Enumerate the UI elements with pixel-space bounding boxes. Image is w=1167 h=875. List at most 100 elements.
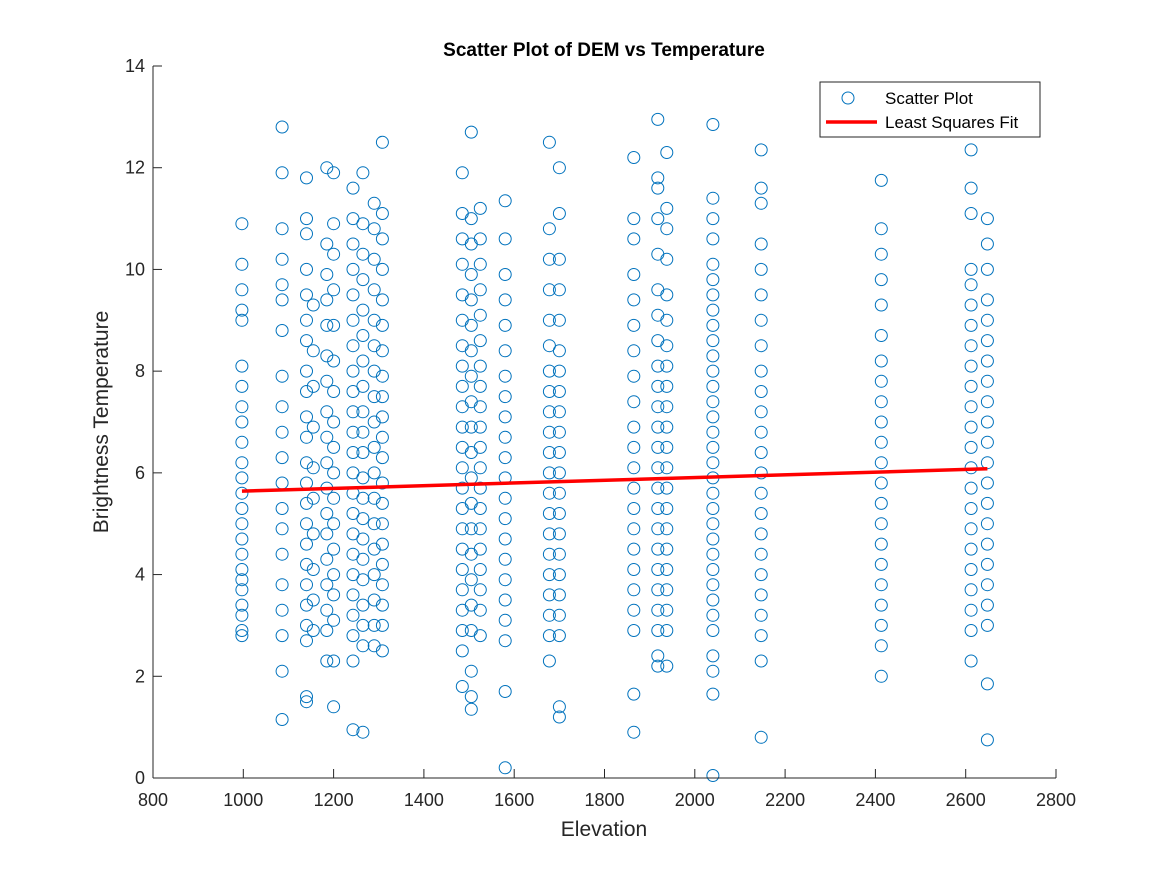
data-point — [706, 273, 720, 287]
data-point — [275, 664, 289, 678]
data-point — [455, 522, 469, 536]
data-point — [327, 517, 341, 531]
data-point — [660, 624, 674, 637]
data-point — [327, 217, 341, 231]
data-point — [375, 598, 389, 612]
data-point — [356, 725, 370, 739]
data-point — [627, 687, 641, 701]
data-point — [346, 405, 360, 419]
data-point — [874, 374, 888, 388]
data-point — [498, 685, 512, 698]
data-point — [542, 629, 556, 643]
data-point — [275, 324, 289, 337]
data-point — [275, 222, 289, 236]
data-point — [300, 364, 313, 378]
data-point — [706, 649, 720, 663]
data-point — [552, 486, 566, 500]
data-point — [375, 344, 389, 358]
data-point — [356, 405, 370, 419]
data-point — [375, 618, 389, 632]
data-point — [754, 405, 768, 419]
data-point — [552, 568, 566, 582]
data-point — [300, 288, 313, 302]
data-point — [327, 654, 341, 668]
data-point — [498, 593, 512, 607]
data-point — [706, 334, 720, 348]
data-point — [754, 486, 768, 500]
data-point — [306, 527, 320, 541]
data-point — [375, 578, 389, 592]
data-point — [964, 654, 978, 668]
data-point — [473, 583, 487, 597]
data-point — [327, 385, 341, 398]
data-point — [706, 288, 720, 302]
data-point — [498, 532, 512, 546]
data-point — [473, 522, 487, 536]
data-point — [754, 654, 768, 668]
data-point — [306, 344, 320, 358]
data-point — [306, 491, 320, 505]
y-tick-label: 12 — [125, 158, 145, 178]
data-point — [552, 629, 566, 643]
data-point — [980, 456, 994, 470]
y-tick-label: 4 — [135, 565, 145, 585]
data-point — [473, 461, 487, 475]
data-point — [464, 573, 478, 587]
data-point — [627, 293, 641, 307]
data-point — [356, 166, 370, 180]
data-point — [473, 440, 487, 454]
data-point — [706, 257, 720, 271]
data-point — [754, 608, 768, 622]
data-point — [300, 598, 313, 612]
data-point — [375, 451, 389, 465]
data-point — [651, 481, 665, 495]
data-point — [706, 547, 720, 561]
data-point — [552, 405, 566, 419]
data-point — [375, 390, 389, 404]
data-point — [542, 527, 556, 541]
data-point — [706, 624, 720, 637]
data-point — [356, 446, 370, 459]
data-point — [964, 379, 978, 393]
data-point — [356, 598, 370, 612]
data-point — [660, 502, 674, 515]
data-point — [552, 527, 566, 541]
data-point — [964, 181, 978, 195]
data-point — [464, 318, 478, 332]
data-point — [980, 395, 994, 409]
data-point — [874, 435, 888, 449]
data-point — [552, 425, 566, 439]
data-point — [754, 364, 768, 378]
data-point — [874, 395, 888, 409]
data-point — [235, 379, 249, 393]
data-point — [651, 542, 665, 556]
data-point — [706, 563, 720, 576]
y-tick-label: 14 — [125, 56, 145, 76]
data-point — [660, 522, 674, 536]
data-point — [235, 502, 249, 515]
data-point — [552, 588, 566, 602]
data-point — [552, 207, 566, 220]
data-point — [754, 181, 768, 195]
data-point — [367, 618, 381, 632]
data-point — [706, 364, 720, 378]
data-point — [964, 207, 978, 220]
data-point — [455, 481, 469, 495]
data-point — [327, 588, 341, 602]
data-point — [375, 517, 389, 531]
data-point — [498, 344, 512, 358]
data-point — [651, 603, 665, 617]
data-point — [542, 385, 556, 398]
data-point — [706, 118, 720, 131]
data-point — [464, 664, 478, 678]
data-point — [375, 135, 389, 149]
data-point — [327, 318, 341, 332]
legend: Scatter Plot Least Squares Fit — [819, 81, 1041, 138]
data-point — [874, 517, 888, 531]
data-point — [964, 262, 978, 276]
data-point — [874, 669, 888, 683]
data-point — [356, 247, 370, 261]
data-point — [627, 395, 641, 409]
data-point — [627, 481, 641, 495]
data-point — [320, 578, 334, 592]
